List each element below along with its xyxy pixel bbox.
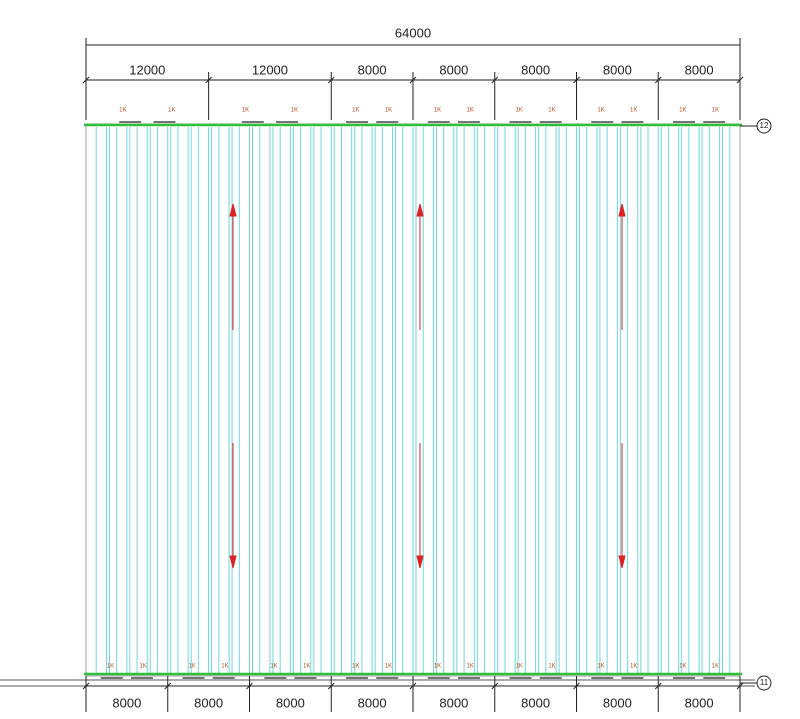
- tag: 1K: [679, 108, 686, 114]
- dim-tick: [246, 682, 253, 690]
- tag: 1K: [467, 664, 474, 670]
- span-dimension: 8000: [194, 695, 223, 710]
- axis-label: 11: [760, 678, 769, 687]
- tag: 1K: [516, 108, 523, 114]
- tag: 1K: [303, 664, 310, 670]
- tag: 1K: [385, 108, 392, 114]
- tag: 1K: [107, 664, 114, 670]
- tag: 1K: [630, 664, 637, 670]
- dim-tick: [409, 76, 417, 84]
- tag: 1K: [516, 664, 523, 670]
- tag: 1K: [548, 664, 555, 670]
- dim-tick: [205, 76, 212, 84]
- tag: 1K: [712, 108, 719, 114]
- span-dimension: 8000: [685, 695, 714, 710]
- axis-bubble: [756, 675, 772, 691]
- span-dimension: 12000: [252, 62, 288, 77]
- dim-tick: [409, 682, 417, 690]
- tag: 1K: [291, 108, 298, 114]
- dim-tick: [82, 76, 90, 84]
- tag: 1K: [712, 664, 719, 670]
- tag: 1K: [221, 664, 228, 670]
- tag: 1K: [597, 664, 604, 670]
- span-dimension: 12000: [129, 62, 165, 77]
- axis-label: 12: [760, 121, 769, 130]
- tag: 1K: [168, 108, 175, 114]
- span-dimension: 8000: [112, 695, 141, 710]
- tag: 1K: [352, 664, 359, 670]
- axis-bubble: [756, 118, 772, 134]
- dim-tick: [654, 682, 662, 690]
- span-dimension: 8000: [521, 695, 550, 710]
- tag: 1K: [352, 108, 359, 114]
- tag: 1K: [434, 108, 441, 114]
- tag: 1K: [597, 108, 604, 114]
- span-dimension: 8000: [358, 62, 387, 77]
- dim-tick: [327, 682, 335, 690]
- tag: 1K: [270, 664, 277, 670]
- dim-tick: [736, 76, 744, 84]
- tag: 1K: [434, 664, 441, 670]
- tag: 1K: [385, 664, 392, 670]
- span-dimension: 8000: [276, 695, 305, 710]
- dim-tick: [573, 76, 580, 84]
- tag: 1K: [467, 108, 474, 114]
- tag: 1K: [140, 664, 147, 670]
- tag: 1K: [189, 664, 196, 670]
- dim-tick: [736, 682, 744, 690]
- dim-tick: [82, 682, 90, 690]
- tag: 1K: [119, 108, 126, 114]
- slope-arrows: [229, 203, 626, 569]
- dim-tick: [573, 682, 580, 690]
- span-dimension: 8000: [603, 62, 632, 77]
- span-dimension: 8000: [521, 62, 550, 77]
- span-dimension: 8000: [358, 695, 387, 710]
- overall-dimension: 64000: [395, 25, 431, 40]
- span-dimension: 8000: [685, 62, 714, 77]
- dim-tick: [654, 76, 662, 84]
- dim-tick: [164, 682, 172, 690]
- dim-tick: [491, 682, 499, 690]
- tag: 1K: [548, 108, 555, 114]
- dim-tick: [327, 76, 335, 84]
- tag: 1K: [679, 664, 686, 670]
- span-dimension: 8000: [439, 695, 468, 710]
- span-dimension: 8000: [439, 62, 468, 77]
- tag: 1K: [630, 108, 637, 114]
- tag: 1K: [242, 108, 249, 114]
- span-dimension: 8000: [603, 695, 632, 710]
- dim-tick: [491, 76, 499, 84]
